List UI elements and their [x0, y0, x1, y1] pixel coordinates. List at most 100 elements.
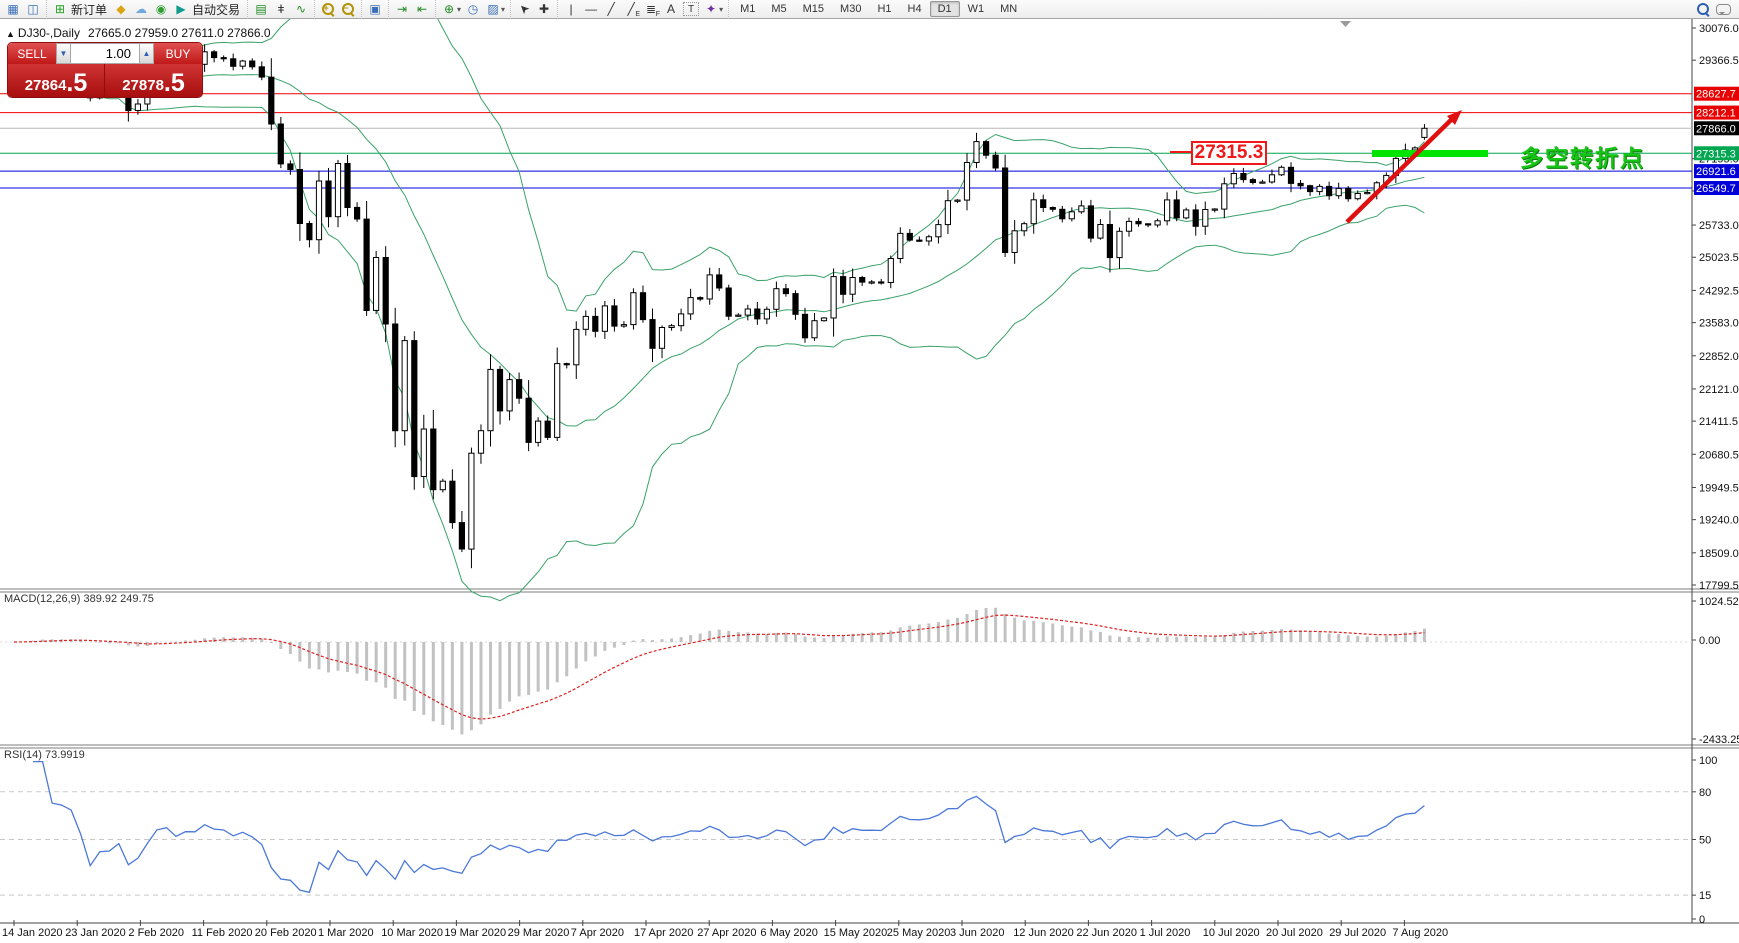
- price-level-flag[interactable]: 27315.3: [1191, 141, 1267, 165]
- date-tick-label: 22 Jun 2020: [1076, 927, 1137, 939]
- text-label-icon[interactable]: T: [683, 2, 700, 16]
- macd-axis-label: 1024.52: [1699, 596, 1739, 608]
- search-icon[interactable]: [1693, 1, 1713, 18]
- trendline-icon[interactable]: ╱: [607, 2, 615, 16]
- shapes-icon-dropdown[interactable]: ▾: [719, 4, 724, 14]
- indicators-icon-dropdown[interactable]: ▾: [457, 4, 462, 14]
- toolbar-group: ⊞ 新订单 ◆ ☁ ◉ ▶ 自动交易: [46, 0, 247, 19]
- price-label-text: 28212.1: [1696, 108, 1736, 120]
- macd-signal-line: [13, 614, 1425, 720]
- timeframe-h1[interactable]: H1: [877, 3, 892, 15]
- volume-input[interactable]: 1.00: [71, 43, 139, 64]
- horizontal-line-icon[interactable]: —: [585, 2, 598, 16]
- timeframe-m30[interactable]: M30: [840, 3, 862, 15]
- sell-button[interactable]: SELL: [8, 43, 56, 64]
- shapes-icon[interactable]: ✦: [706, 2, 717, 16]
- price-label-box: [1694, 121, 1739, 136]
- equidistant-channel-icon[interactable]: ╱ E: [627, 2, 641, 18]
- date-tick-label: 12 Jun 2020: [1013, 927, 1074, 939]
- toolbar-group: ▦ ◫: [0, 0, 46, 19]
- macd-indicator-label: MACD(12,26,9) 389.92 249.75: [4, 593, 154, 605]
- indicators-icon[interactable]: ⊕: [444, 2, 455, 16]
- timeframe-mn[interactable]: MN: [1000, 3, 1018, 15]
- fibonacci-icon[interactable]: ≣ F: [646, 2, 661, 18]
- timeframe-w1[interactable]: W1: [967, 3, 985, 15]
- line-chart-icon[interactable]: ∿: [296, 2, 307, 16]
- templates-icon-dropdown[interactable]: ▾: [501, 4, 506, 14]
- rsi-axis-label: 100: [1699, 755, 1717, 767]
- chart-canvas[interactable]: 30076.029366.527195.026484.025733.025023…: [0, 19, 1739, 943]
- price-tick-label: 22852.0: [1699, 351, 1739, 363]
- rsi-indicator-label: RSI(14) 73.9919: [4, 749, 85, 761]
- bollinger-lower-band: [23, 80, 1425, 602]
- date-tick-label: 3 Jun 2020: [950, 927, 1005, 939]
- templates-icon[interactable]: ▨: [487, 2, 499, 16]
- new-order-icon-label[interactable]: 新订单: [71, 2, 108, 17]
- date-axis[interactable]: 14 Jan 2020 23 Jan 2020 2 Feb 2020 11 Feb 2…: [0, 926, 1739, 943]
- new-chart-icon[interactable]: ▦: [7, 2, 19, 16]
- bollinger-upper-band: [23, 19, 1425, 312]
- timeframe-m5[interactable]: M5: [771, 3, 787, 15]
- bar-chart-icon[interactable]: ▤: [255, 2, 267, 16]
- toolbar-right: [1693, 1, 1739, 18]
- autotrading-icon-label[interactable]: 自动交易: [192, 2, 241, 17]
- sell-price[interactable]: 27864.5: [8, 64, 105, 97]
- chat-icon[interactable]: [1713, 1, 1733, 18]
- crosshair-icon[interactable]: ✚: [539, 2, 550, 16]
- zoom-out-icon[interactable]: −: [338, 1, 358, 18]
- bollinger-middle-band: [23, 68, 1425, 427]
- chart-shift-icon[interactable]: ⇤: [417, 2, 428, 16]
- price-tick-label: 29366.5: [1699, 55, 1739, 67]
- price-tick-label: 25023.5: [1699, 252, 1739, 264]
- periods-icon[interactable]: ◷: [467, 2, 479, 16]
- cursor-icon[interactable]: ➤: [515, 0, 533, 18]
- toolbar-group: + −: [314, 0, 361, 19]
- date-tick-label: 7 Apr 2020: [570, 927, 625, 939]
- price-label-text: 27315.3: [1696, 148, 1736, 160]
- text-icon[interactable]: A: [667, 2, 676, 16]
- turning-point-annotation[interactable]: 多空转折点: [1520, 145, 1645, 171]
- toolbar-group: | — ╱ ╱ E ≣ F A T ✦ ▾: [557, 0, 728, 19]
- date-tick-label: 10 Jul 2020: [1202, 927, 1260, 939]
- toolbar-group: ➤ ✚: [510, 0, 557, 19]
- signals-icon[interactable]: ◉: [155, 2, 167, 16]
- date-tick-label: 25 May 2020: [886, 927, 951, 939]
- buy-price-pips: .5: [163, 68, 185, 97]
- volume-increase-button[interactable]: ▲: [139, 43, 154, 64]
- bullish-trend-arrow[interactable]: [1345, 110, 1462, 224]
- chart-shift-marker-icon: [1340, 21, 1351, 27]
- timeframe-h4[interactable]: H4: [907, 3, 922, 15]
- timeframe-m1[interactable]: M1: [740, 3, 756, 15]
- date-tick-label: 10 Mar 2020: [381, 927, 443, 939]
- candlestick-chart-icon[interactable]: ǂ: [277, 2, 285, 16]
- rsi-axis-label: 80: [1699, 787, 1711, 799]
- chart-profiles-icon[interactable]: ◫: [27, 2, 39, 16]
- buy-price[interactable]: 27878.5: [105, 64, 202, 97]
- sell-price-pips: .5: [66, 68, 88, 97]
- date-tick-label: 1 Mar 2020: [318, 927, 374, 939]
- price-label-box: [1694, 86, 1739, 101]
- collapse-marker-icon[interactable]: ▲: [6, 29, 15, 39]
- support-highlight-bar[interactable]: [1372, 150, 1488, 157]
- rsi-axis-label: 50: [1699, 835, 1711, 847]
- toolbar-group: ▤ ǂ ∿: [247, 0, 314, 19]
- volume-decrease-button[interactable]: ▼: [56, 43, 71, 64]
- tile-windows-icon[interactable]: ▣: [369, 2, 381, 16]
- buy-price-main: 27878: [122, 76, 164, 94]
- price-label-text: 26549.7: [1696, 183, 1736, 195]
- toolbar-group: ⇥ ⇤: [388, 0, 435, 19]
- timeframe-m15[interactable]: M15: [802, 3, 825, 15]
- timeframe-group: M1 M5 M15 M30 H1 H4 D1 W1 MN: [728, 0, 1028, 19]
- rsi-line: [33, 760, 1425, 894]
- autotrading-icon[interactable]: ▶: [176, 2, 186, 16]
- timeframe-d1[interactable]: D1: [929, 1, 960, 17]
- history-center-icon[interactable]: ◆: [116, 2, 126, 16]
- chart-title: ▲ DJ30-,Daily 27665.0 27959.0 27611.0 2786…: [6, 26, 271, 40]
- new-order-icon[interactable]: ⊞: [54, 2, 66, 16]
- vertical-line-icon[interactable]: |: [569, 2, 573, 16]
- market-watch-icon[interactable]: ☁: [135, 2, 148, 16]
- candles-layer: [10, 44, 1428, 569]
- zoom-in-icon[interactable]: +: [318, 1, 338, 18]
- buy-button[interactable]: BUY: [154, 43, 202, 64]
- auto-scroll-icon[interactable]: ⇥: [397, 2, 408, 16]
